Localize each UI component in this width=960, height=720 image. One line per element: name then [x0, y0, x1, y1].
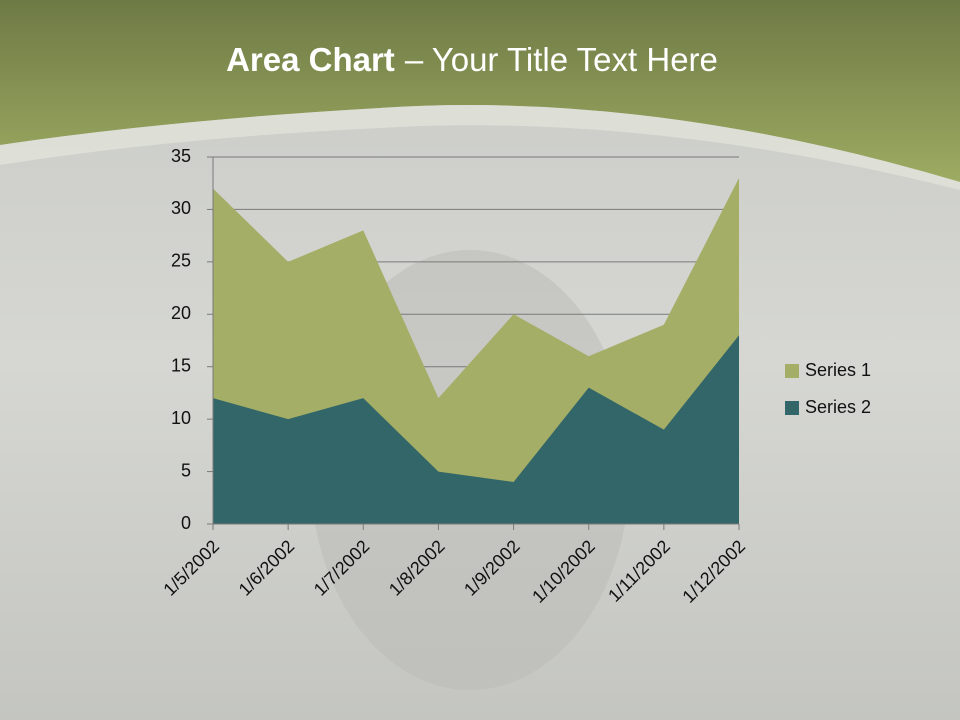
y-tick-label: 30	[171, 198, 191, 218]
slide-title: Area Chart – Your Title Text Here	[226, 41, 718, 78]
header-swoosh	[0, 105, 960, 190]
area	[213, 335, 739, 524]
y-tick-label: 25	[171, 251, 191, 271]
title-bold: Area Chart	[226, 41, 395, 78]
y-tick-label: 20	[171, 303, 191, 323]
y-tick-label: 0	[181, 513, 191, 533]
title-rest: – Your Title Text Here	[405, 41, 718, 78]
y-tick-label: 35	[171, 146, 191, 166]
y-tick-label: 5	[181, 460, 191, 480]
header-band	[0, 0, 960, 182]
y-tick-label: 15	[171, 355, 191, 375]
legend-label: Series 1	[805, 360, 871, 380]
legend-swatch	[785, 364, 799, 378]
y-tick-label: 10	[171, 408, 191, 428]
legend-label: Series 2	[805, 397, 871, 417]
legend-swatch	[785, 401, 799, 415]
